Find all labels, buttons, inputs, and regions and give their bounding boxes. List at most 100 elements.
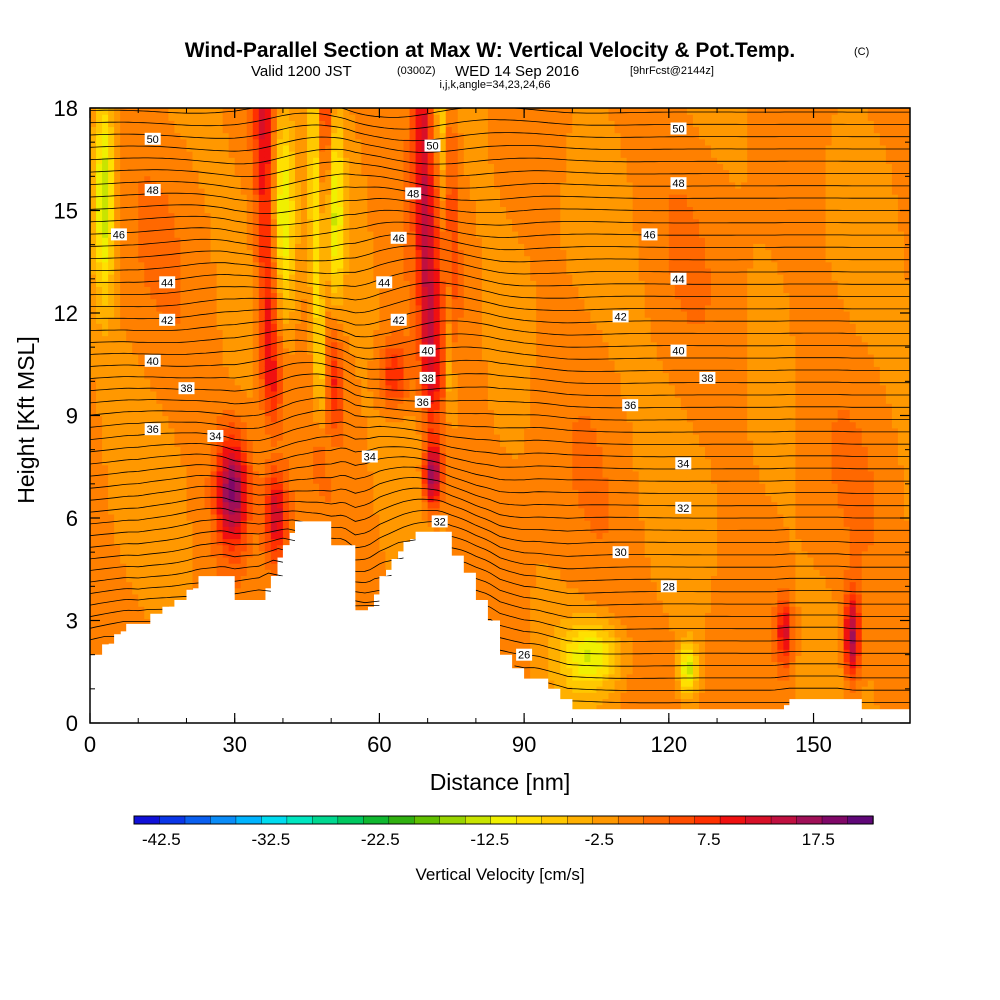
field-cell <box>132 347 139 355</box>
field-cell <box>349 470 356 478</box>
field-cell <box>234 255 242 263</box>
field-cell <box>367 243 374 251</box>
field-cell <box>126 120 133 128</box>
field-cell <box>180 200 188 207</box>
field-cell <box>463 341 471 349</box>
field-cell <box>385 212 393 220</box>
field-cell <box>108 249 115 257</box>
field-cell <box>349 231 356 238</box>
field-cell <box>108 224 115 232</box>
field-cell <box>204 274 212 281</box>
field-cell <box>258 556 266 564</box>
field-cell <box>415 501 423 509</box>
field-cell <box>397 286 405 294</box>
field-cell <box>301 267 308 275</box>
field-cell <box>439 347 447 355</box>
field-cell <box>108 538 115 546</box>
field-cell <box>156 538 163 546</box>
field-cell <box>102 563 109 570</box>
field-cell <box>373 212 381 220</box>
field-cell <box>270 440 278 447</box>
field-cell <box>132 544 139 552</box>
field-cell <box>216 132 224 140</box>
field-cell <box>186 206 194 214</box>
field-cell <box>373 556 381 564</box>
field-cell <box>168 526 176 533</box>
field-cell <box>373 151 381 158</box>
field-cell <box>168 187 176 195</box>
field-cell <box>457 501 465 509</box>
field-cell <box>325 464 332 472</box>
field-cell <box>343 446 350 453</box>
field-cell <box>96 526 103 533</box>
field-cell <box>307 304 314 312</box>
field-cell <box>313 390 320 398</box>
field-cell <box>186 501 194 509</box>
field-cell <box>150 237 157 244</box>
field-cell <box>337 446 344 453</box>
field-cell <box>144 581 151 589</box>
field-cell <box>331 390 338 398</box>
field-cell <box>108 175 115 183</box>
field-cell <box>90 495 97 503</box>
field-cell <box>108 366 115 374</box>
field-cell <box>228 243 236 251</box>
field-cell <box>150 310 157 318</box>
field-cell <box>373 249 381 257</box>
field-cell <box>132 507 139 515</box>
field-cell <box>198 421 206 429</box>
field-cell <box>198 538 206 546</box>
field-cell <box>331 477 338 484</box>
field-cell <box>379 200 387 207</box>
field-cell <box>264 206 272 214</box>
field-cell <box>132 477 139 484</box>
field-cell <box>168 507 176 515</box>
field-cell <box>325 132 332 140</box>
field-cell <box>385 384 393 392</box>
field-cell <box>174 329 182 337</box>
field-cell <box>228 286 236 294</box>
field-cell <box>180 563 188 570</box>
field-cell <box>451 187 459 195</box>
field-cell <box>186 317 194 324</box>
field-cell <box>433 132 441 140</box>
field-cell <box>168 366 176 374</box>
field-cell <box>162 138 169 146</box>
field-cell <box>126 157 133 164</box>
field-cell <box>150 563 157 570</box>
field-cell <box>138 335 145 343</box>
field-cell <box>288 433 296 441</box>
field-cell <box>246 224 254 232</box>
field-cell <box>331 261 338 269</box>
field-cell <box>144 446 151 453</box>
field-cell <box>270 231 278 238</box>
field-cell <box>367 144 374 152</box>
field-cell <box>397 532 405 540</box>
field-cell <box>246 323 254 330</box>
field-cell <box>451 175 459 183</box>
field-cell <box>252 397 260 404</box>
field-cell <box>180 495 188 503</box>
field-cell <box>276 132 284 140</box>
field-cell <box>379 341 387 349</box>
field-cell <box>222 151 230 158</box>
field-cell <box>258 194 266 201</box>
field-cell <box>355 495 362 503</box>
field-cell <box>192 175 200 183</box>
field-cell <box>433 347 441 355</box>
field-cell <box>120 624 127 632</box>
field-cell <box>343 181 350 189</box>
field-cell <box>150 144 157 152</box>
field-cell <box>234 126 242 134</box>
field-cell <box>144 335 151 343</box>
field-cell <box>367 175 374 183</box>
field-cell <box>270 544 278 552</box>
field-cell <box>439 237 447 244</box>
field-cell <box>355 341 362 349</box>
field-cell <box>198 237 206 244</box>
field-cell <box>319 483 326 490</box>
field-cell <box>210 489 218 497</box>
field-cell <box>144 544 151 552</box>
field-cell <box>132 513 139 521</box>
field-cell <box>385 409 393 417</box>
